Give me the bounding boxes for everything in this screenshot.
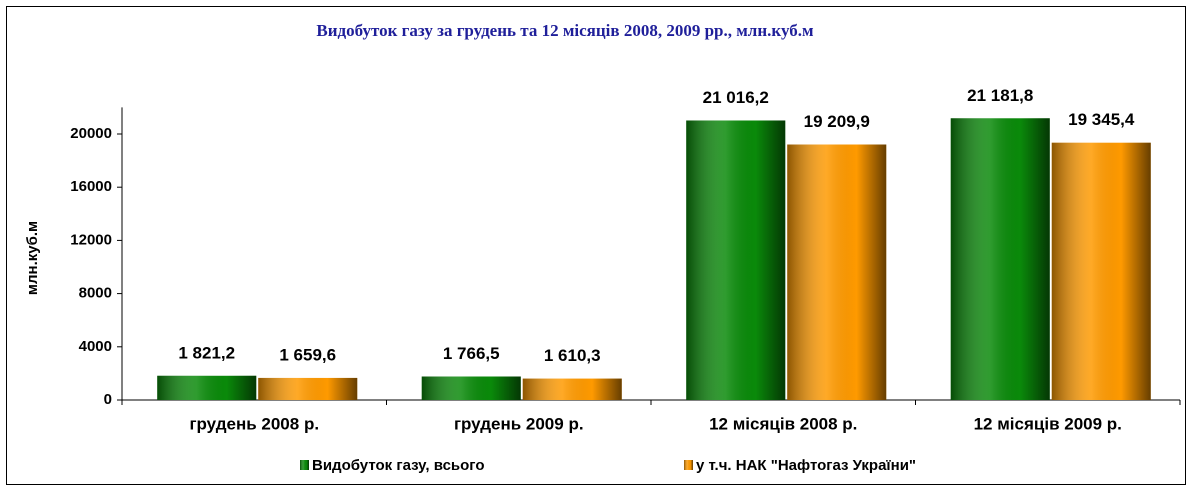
data-label: 21 181,8 [967,86,1033,105]
legend-label: Видобуток газу, всього [312,457,485,474]
data-label: 19 209,9 [804,112,870,131]
y-tick-label: 4000 [79,338,112,355]
legend-swatch-shade [684,460,693,470]
bar-shade [522,378,622,400]
y-tick-label: 16000 [70,178,112,195]
y-axis-label: млн.куб.м [24,221,41,295]
x-tick-label: грудень 2009 р. [454,414,584,433]
x-tick-label: 12 місяців 2009 р. [974,414,1122,433]
x-tick-label: 12 місяців 2008 р. [709,414,857,433]
bar-shade [686,120,786,400]
bar-shade [157,375,257,400]
data-label: 1 610,3 [544,346,601,365]
data-label: 1 821,2 [178,343,235,362]
legend-label: у т.ч. НАК "Нафтогаз України" [696,457,916,474]
data-label: 21 016,2 [703,88,769,107]
y-tick-label: 20000 [70,125,112,142]
bar-shade [787,144,887,400]
bar-shade [950,118,1050,401]
y-tick-label: 0 [104,391,112,408]
bar-shade [421,376,521,400]
legend-swatch-shade [300,460,309,470]
data-label: 1 766,5 [443,344,500,363]
x-tick-label: грудень 2008 р. [189,414,319,433]
bar-shade [1051,142,1151,400]
data-label: 19 345,4 [1068,110,1135,129]
y-tick-label: 8000 [79,285,112,302]
bar-shade [258,377,358,400]
chart-title: Видобуток газу за грудень та 12 місяців … [316,21,814,40]
data-label: 1 659,6 [279,345,336,364]
y-tick-label: 12000 [70,231,112,248]
